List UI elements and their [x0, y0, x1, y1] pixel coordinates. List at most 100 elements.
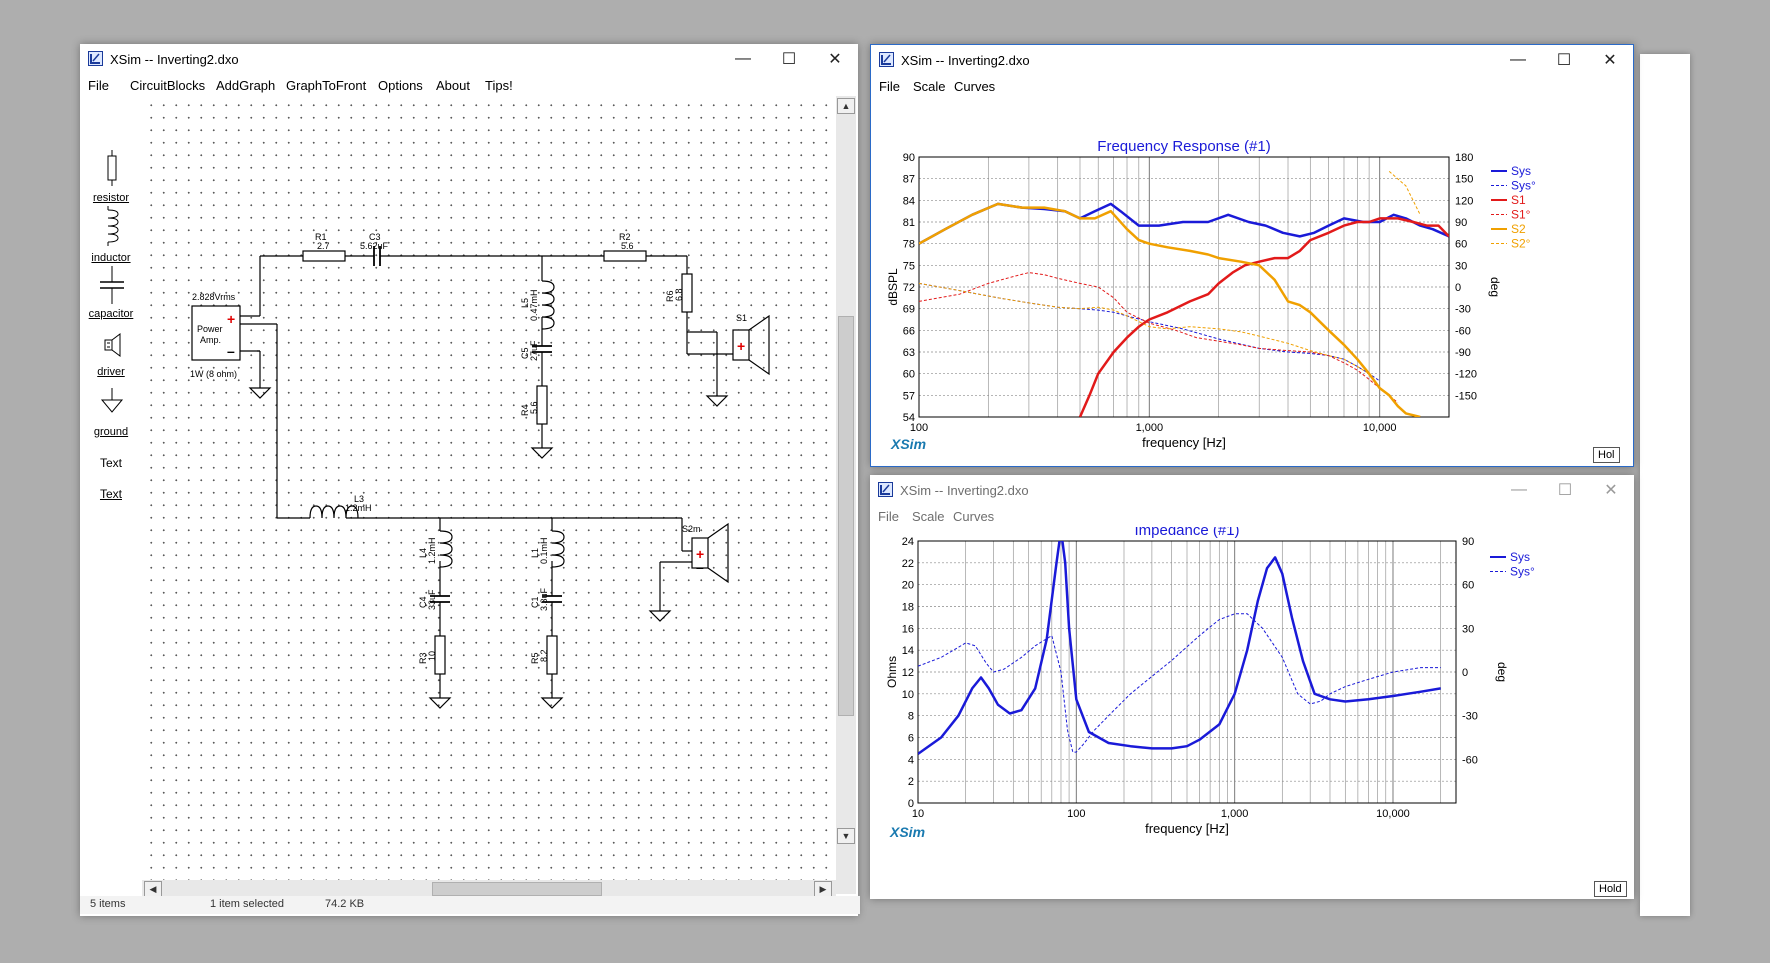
y2-axis-label: deg: [1488, 277, 1502, 297]
tool-inductor-label[interactable]: inductor: [91, 252, 131, 264]
amp-label-1: Power: [197, 324, 223, 334]
s2-name: S2m: [682, 524, 701, 534]
menu-curves[interactable]: Curves: [954, 79, 996, 94]
scroll-down-icon[interactable]: ▼: [837, 828, 855, 844]
app-icon: [879, 52, 894, 67]
menu-file[interactable]: File: [88, 78, 109, 93]
menu-curves[interactable]: Curves: [953, 509, 995, 524]
window-title: XSim -- Inverting2.dxo: [900, 483, 1029, 498]
y-tick-label: 69: [903, 304, 915, 316]
hold-button[interactable]: Hol: [1593, 447, 1620, 463]
impedance-window: XSim -- Inverting2.dxo — ☐ ✕ File Scale …: [870, 475, 1634, 899]
y-axis-label: dBSPL: [886, 268, 900, 306]
status-selected: 1 item selected: [210, 898, 284, 910]
amp-minus: –: [227, 343, 235, 359]
close-icon[interactable]: ✕: [828, 51, 842, 68]
minimize-icon[interactable]: —: [735, 50, 751, 67]
r2-resistor: [603, 250, 647, 262]
tool-text-underlined[interactable]: Text: [99, 487, 122, 501]
y2-tick-label: 180: [1455, 152, 1473, 164]
c5-name: C5: [520, 347, 530, 359]
minimize-icon[interactable]: —: [1510, 51, 1526, 68]
title-bar[interactable]: XSim -- Inverting2.dxo — ☐ ✕: [870, 475, 1634, 505]
y2-tick-label: -120: [1455, 369, 1477, 381]
maximize-icon[interactable]: ☐: [781, 51, 797, 68]
menu-addgraph[interactable]: AddGraph: [216, 78, 276, 93]
menu-bar: File CircuitBlocks AddGraph GraphToFront…: [80, 77, 858, 97]
window-title: XSim -- Inverting2.dxo: [110, 52, 239, 67]
tool-capacitor-label[interactable]: capacitor: [88, 308, 134, 320]
capacitor-icon[interactable]: [98, 266, 126, 304]
menu-scale[interactable]: Scale: [913, 79, 946, 94]
horizontal-scroll-thumb[interactable]: [432, 882, 602, 896]
menu-options[interactable]: Options: [378, 78, 423, 93]
title-bar[interactable]: XSim -- Inverting2.dxo — ☐ ✕: [80, 44, 858, 74]
vertical-scrollbar[interactable]: ▲ ▼: [836, 96, 856, 894]
horizontal-scrollbar[interactable]: ◀ ▶: [142, 880, 836, 898]
menu-file[interactable]: File: [878, 509, 899, 524]
y-tick-label: 87: [903, 174, 915, 186]
s1-plus: +: [737, 338, 745, 354]
y-tick-label: 20: [902, 580, 914, 592]
c4-name: C4: [418, 596, 428, 608]
frequency-response-chart: Frequency Response (#1) frequency [Hz] dBS…: [886, 138, 1536, 452]
x-tick-label: 1,000: [1221, 808, 1249, 820]
inductor-icon[interactable]: [102, 206, 122, 246]
resistor-icon[interactable]: [104, 150, 120, 186]
title-bar[interactable]: XSim -- Inverting2.dxo — ☐ ✕: [871, 45, 1633, 75]
y2-axis-label: deg: [1495, 662, 1509, 682]
y-tick-label: 24: [902, 536, 914, 548]
amp-power: 1W (8 ohm): [190, 369, 237, 379]
legend-entry: Sys°: [1511, 179, 1536, 193]
app-icon: [878, 482, 893, 497]
l5-name: L5: [520, 298, 530, 308]
c5-value: 27uF: [529, 340, 539, 361]
series-line-s1-phase: [919, 272, 1399, 403]
y-tick-label: 12: [902, 667, 914, 679]
maximize-icon[interactable]: ☐: [1557, 482, 1573, 499]
background-window: [1640, 54, 1690, 916]
y2-tick-label: 30: [1462, 623, 1474, 635]
schematic-canvas[interactable]: R1 2.7 C3 5.62uF R2 5.6 L5 0.47mH C5 27u…: [142, 96, 836, 894]
s1-name: S1: [736, 313, 747, 323]
menu-circuitblocks[interactable]: CircuitBlocks: [130, 78, 206, 93]
close-icon[interactable]: ✕: [1604, 482, 1618, 499]
l1-value: 0.1mH: [539, 537, 549, 564]
maximize-icon[interactable]: ☐: [1556, 52, 1572, 69]
hold-button[interactable]: Hold: [1594, 881, 1627, 897]
legend-entry: S2: [1511, 222, 1526, 236]
s2-minus: –: [696, 559, 704, 575]
tool-resistor-label[interactable]: resistor: [92, 192, 130, 204]
tool-driver-label[interactable]: driver: [97, 366, 125, 378]
schematic-drawing: R1 2.7 C3 5.62uF R2 5.6 L5 0.47mH C5 27u…: [190, 232, 770, 709]
tool-text-plain[interactable]: Text: [99, 456, 122, 470]
window-title: XSim -- Inverting2.dxo: [901, 53, 1030, 68]
scroll-right-icon[interactable]: ▶: [814, 881, 832, 897]
ground-icon[interactable]: [100, 388, 124, 414]
r2-name: R2: [619, 232, 631, 242]
menu-about[interactable]: About: [436, 78, 470, 93]
menu-scale[interactable]: Scale: [912, 509, 945, 524]
y-tick-label: 14: [902, 645, 914, 657]
menu-file[interactable]: File: [879, 79, 900, 94]
c3-value: 5.62uF: [360, 241, 389, 251]
status-items: 5 items: [90, 898, 126, 910]
xsim-logo-text: XSim: [890, 436, 926, 452]
menu-graphtofront[interactable]: GraphToFront: [286, 78, 367, 93]
y2-tick-label: -150: [1455, 390, 1477, 402]
y-tick-label: 8: [908, 711, 914, 723]
r6-name: R6: [665, 290, 675, 302]
minimize-icon[interactable]: —: [1511, 481, 1527, 498]
scroll-left-icon[interactable]: ◀: [144, 881, 162, 897]
scroll-up-icon[interactable]: ▲: [837, 98, 855, 114]
y2-tick-label: -90: [1455, 347, 1471, 359]
y-tick-label: 10: [902, 689, 914, 701]
y-tick-label: 54: [903, 412, 915, 424]
menu-tips[interactable]: Tips!: [485, 78, 513, 93]
driver-icon[interactable]: [102, 332, 124, 358]
tool-ground-label[interactable]: ground: [93, 426, 129, 438]
vertical-scroll-thumb[interactable]: [838, 316, 854, 716]
r1-value: 2.7: [317, 241, 330, 251]
legend-entry: Sys: [1511, 164, 1531, 178]
close-icon[interactable]: ✕: [1603, 52, 1617, 69]
